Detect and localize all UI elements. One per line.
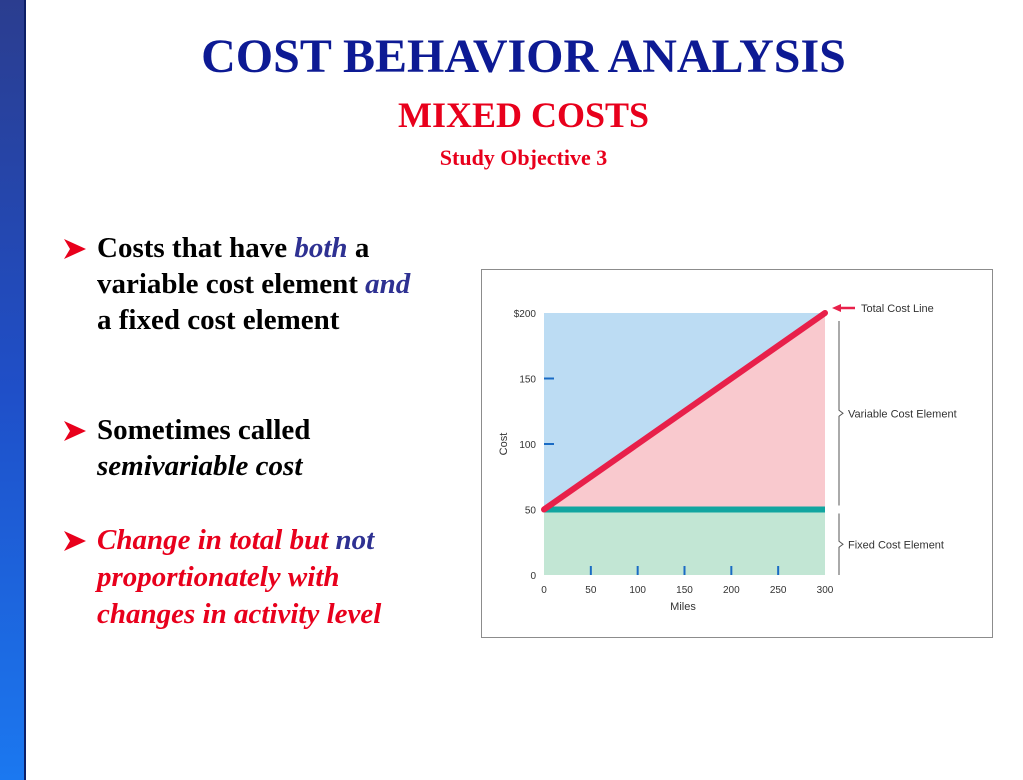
variable-cost-bracket <box>838 321 844 506</box>
y-tick-label: 50 <box>525 506 537 517</box>
x-tick-label: 300 <box>817 585 834 596</box>
bullet-item-1: Costs that have both a variable cost ele… <box>62 230 432 338</box>
slide-side-bar <box>0 0 26 780</box>
x-tick-label: 100 <box>629 585 646 596</box>
bullet-1-text-a: Costs that have <box>97 232 295 264</box>
bullet-arrow-icon <box>62 230 96 260</box>
study-objective: Study Objective 3 <box>439 145 608 170</box>
x-tick-label: 50 <box>585 585 597 596</box>
y-tick-label: 100 <box>519 440 536 451</box>
mixed-cost-chart: 0 50 100 150 $200 0 50 100 150 200 250 300 Total Co… <box>481 269 993 638</box>
bullet-1-emphasis-both: both <box>294 232 348 264</box>
bullet-3-text-b: proportionately with changes in activity… <box>97 561 382 630</box>
total-cost-line <box>541 310 828 513</box>
fixed-cost-bracket <box>838 513 844 575</box>
bullet-arrow-icon <box>62 412 96 442</box>
y-tick-label: $200 <box>514 309 537 320</box>
slide-subtitle: MIXED COSTS <box>397 95 650 135</box>
y-tick-label: 150 <box>519 375 536 386</box>
x-tick-label: 200 <box>723 585 740 596</box>
bullet-arrow-icon <box>62 522 96 552</box>
total-cost-line-label: Total Cost Line <box>861 303 934 315</box>
variable-cost-element-label: Variable Cost Element <box>848 408 957 420</box>
total-cost-pointer-arrow-icon <box>832 304 841 312</box>
mixed-cost-chart-svg: 0 50 100 150 $200 0 50 100 150 200 250 300 Total Co… <box>498 303 957 613</box>
bullet-1-text-c: a fixed cost element <box>97 304 340 336</box>
bullet-2-emphasis: semivariable cost <box>97 450 303 482</box>
x-tick-label: 250 <box>770 585 787 596</box>
bullet-3-emphasis-not: not <box>335 524 375 556</box>
bullet-item-2: Sometimes called semivariable cost <box>62 412 432 484</box>
x-axis-label: Miles <box>670 601 696 613</box>
bullet-item-3: Change in total but not proportionately … <box>62 522 432 633</box>
x-tick-label: 0 <box>541 585 547 596</box>
bullet-1-text-b: a variable cost element <box>97 232 370 300</box>
bullet-3-text-a: Change in total but <box>97 524 336 556</box>
x-tick-label: 150 <box>676 585 693 596</box>
bullet-2-text-a: Sometimes called <box>97 414 311 446</box>
fixed-cost-region <box>544 509 825 575</box>
bullet-1-emphasis-and: and <box>365 268 411 300</box>
y-tick-label: 0 <box>530 571 536 582</box>
y-axis-label: Cost <box>498 433 510 456</box>
fixed-cost-element-label: Fixed Cost Element <box>848 539 944 551</box>
slide-title: COST BEHAVIOR ANALYSIS <box>201 30 846 83</box>
